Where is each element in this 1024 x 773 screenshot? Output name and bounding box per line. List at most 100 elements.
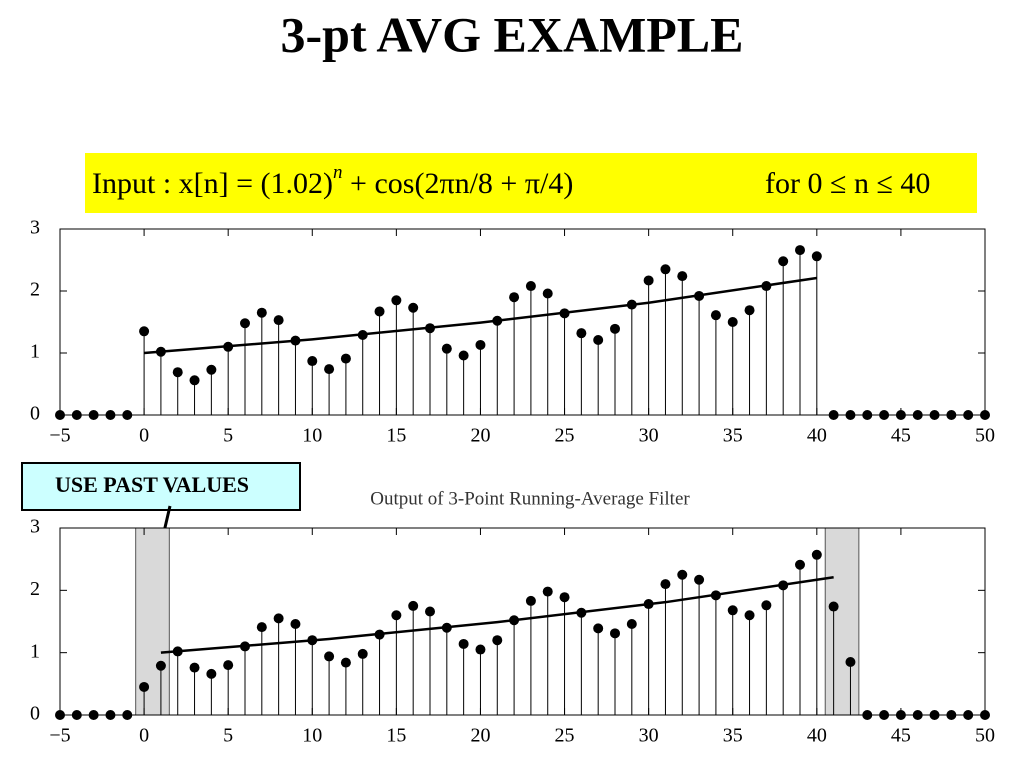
stem-dot [55, 410, 65, 420]
stem-dot [425, 606, 435, 617]
plot-frame [59, 527, 986, 716]
stem-dot [71, 410, 82, 420]
stem-dot [357, 648, 368, 659]
stem-dot [879, 710, 890, 720]
stem-dot [374, 306, 385, 317]
x-tick-label: 40 [807, 725, 827, 747]
stem-dot [593, 623, 604, 634]
stem-dot [357, 330, 368, 341]
stem-dot [441, 622, 452, 633]
stem-dot [963, 410, 974, 420]
stem-dot [475, 644, 486, 655]
x-tick-label: 20 [470, 725, 490, 747]
stem-dot [828, 410, 839, 420]
stem-dot [929, 710, 940, 720]
trend-line [160, 576, 834, 654]
x-tick-label: 10 [302, 725, 322, 747]
formula-part: Input : x[n] = (1.02) [92, 167, 333, 200]
stem-dot [155, 346, 166, 357]
stem-dot [660, 579, 671, 590]
stem-dot [744, 610, 755, 621]
stem-dot [795, 559, 805, 570]
annotation-box [21, 462, 301, 511]
x-tick-label: 35 [723, 725, 743, 747]
y-tick-label: 3 [30, 516, 40, 538]
formula: Input : x[n] = (1.02)n + cos(2πn/8 + π/4… [92, 162, 930, 200]
stem-dot [795, 245, 805, 256]
stem-dot [626, 299, 637, 310]
stem-dot [122, 410, 133, 420]
stem-dot [492, 315, 503, 326]
stem-dot [912, 710, 923, 720]
stem-dot [694, 574, 705, 585]
stem-dot [576, 607, 587, 618]
stem-dot [425, 323, 435, 334]
stem-dot [172, 367, 183, 378]
stem-dot [88, 410, 99, 420]
stem-dot [441, 343, 452, 354]
stem-dot [929, 410, 940, 420]
stem-dot [492, 635, 503, 646]
stem-dot [324, 364, 335, 375]
formula-box [85, 153, 977, 213]
stem-dot [458, 638, 469, 649]
stem-dot [879, 410, 890, 420]
stem-dot [761, 281, 772, 292]
y-tick-label: 2 [30, 578, 40, 600]
stem-dot [980, 710, 990, 720]
stem-dot [963, 710, 974, 720]
stem-dot [778, 256, 789, 267]
stem-dot [105, 710, 116, 720]
stem-dot [980, 410, 990, 420]
stem-dot [55, 710, 65, 720]
stem-dot [475, 339, 486, 350]
x-tick-label: 5 [223, 725, 233, 747]
stem-dot [946, 410, 957, 420]
chart-subtitle: Output of 3-Point Running-Average Filter [370, 488, 690, 509]
stem-dot [290, 335, 301, 346]
stem-dot [862, 710, 873, 720]
slide-title: 3-pt AVG EXAMPLE [280, 6, 743, 62]
x-tick-label: 20 [470, 425, 490, 447]
stem-dot [122, 710, 133, 720]
stem-dot [542, 586, 553, 597]
stem-dot [643, 275, 654, 286]
stem-dot [273, 315, 284, 326]
stem-dot [374, 629, 385, 640]
stem-dot [677, 569, 688, 580]
stem-dot [240, 641, 250, 652]
x-tick-label: 45 [891, 425, 911, 447]
stem-dot [340, 353, 351, 364]
stem-dot [206, 364, 217, 375]
stem-dot [643, 599, 654, 610]
stem-dot [155, 660, 166, 671]
x-tick-label: 25 [555, 425, 575, 447]
stem-dot [509, 615, 520, 626]
stem-dot [139, 681, 150, 692]
stem-dot [223, 660, 234, 671]
x-tick-label: 40 [807, 425, 827, 447]
stem-dot [139, 326, 150, 337]
stem-dot [710, 310, 721, 321]
x-tick-label: 45 [891, 725, 911, 747]
stem-dot [559, 308, 570, 319]
annotation: USE PAST VALUES [55, 472, 249, 497]
y-tick-label: 0 [30, 703, 40, 725]
stem-dot [290, 618, 301, 629]
stem-dot [912, 410, 923, 420]
stem-dot [845, 657, 856, 668]
stem-dot [862, 410, 873, 420]
stem-dot [240, 318, 250, 329]
x-tick-label: −5 [49, 425, 70, 447]
x-tick-label: 30 [639, 425, 659, 447]
stem-dot [458, 350, 469, 361]
stem-dot [576, 328, 587, 339]
y-tick-label: 0 [30, 403, 40, 425]
x-tick-label: 35 [723, 425, 743, 447]
stem-dot [811, 251, 822, 262]
stem-dot [71, 710, 82, 720]
x-tick-label: 15 [386, 425, 406, 447]
stem-dot [845, 410, 856, 420]
stem-dot [172, 646, 183, 657]
stem-dot [593, 334, 604, 345]
